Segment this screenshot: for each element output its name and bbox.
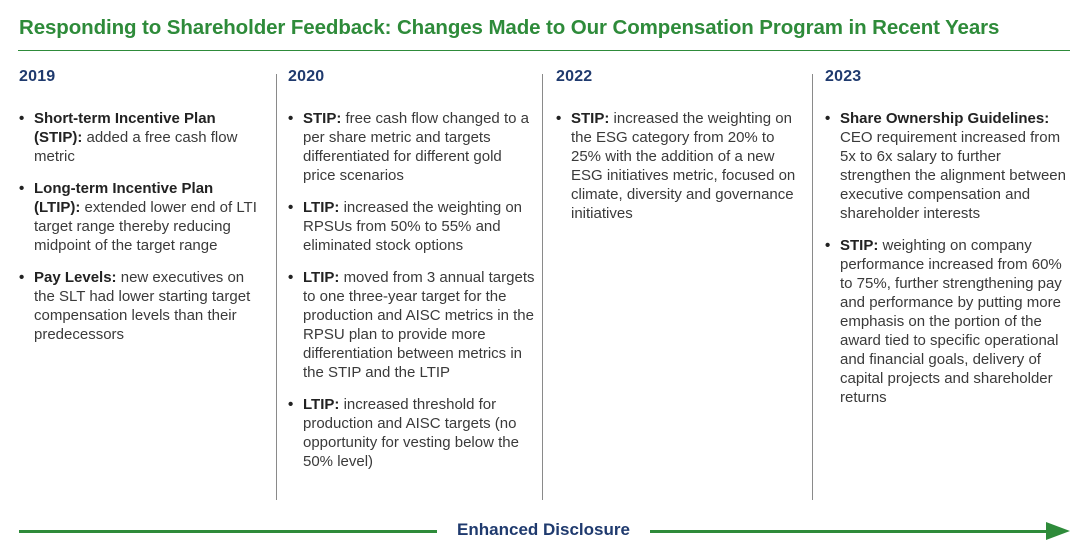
- column-2019: 2019 • Short-term Incentive Plan (STIP): …: [19, 68, 257, 357]
- item-text: added a free cash flow metric: [34, 129, 238, 165]
- year-heading: 2020: [288, 68, 325, 85]
- change-list: • Share Ownership Guidelines: CEO require…: [825, 109, 1075, 407]
- year-heading: 2023: [825, 68, 862, 85]
- item-text: increased the weighting on the ESG categ…: [571, 110, 796, 222]
- change-list: • Short-term Incentive Plan (STIP): added…: [19, 109, 257, 344]
- list-item: • STIP: free cash flow changed to a per s…: [288, 109, 536, 185]
- bullet-icon: •: [825, 110, 831, 127]
- list-item: • LTIP: increased threshold for productio…: [288, 395, 536, 471]
- list-item: • Short-term Incentive Plan (STIP): added…: [19, 109, 257, 166]
- bullet-icon: •: [19, 110, 25, 127]
- item-lead: Long-term Incentive Plan (LTIP):: [34, 180, 214, 216]
- list-item: • Pay Levels: new executives on the SLT h…: [19, 268, 257, 344]
- year-heading: 2019: [19, 68, 56, 85]
- column-2023: 2023 • Share Ownership Guidelines: CEO re…: [825, 68, 1075, 420]
- item-text: new executives on the SLT had lower star…: [34, 269, 251, 343]
- arrow-line-left: [19, 530, 437, 533]
- arrow-right-icon: [1046, 522, 1070, 540]
- list-item: • Long-term Incentive Plan (LTIP): extend…: [19, 179, 257, 255]
- bullet-icon: •: [288, 110, 294, 127]
- item-text: increased the weighting on RPSUs from 50…: [303, 199, 523, 254]
- bullet-icon: •: [556, 110, 562, 127]
- item-lead: Share Ownership Guidelines:: [840, 110, 1050, 127]
- item-lead: Pay Levels:: [34, 269, 117, 286]
- list-item: • STIP: weighting on company performance …: [825, 236, 1075, 407]
- list-item: • LTIP: moved from 3 annual targets to on…: [288, 268, 536, 382]
- item-text: extended lower end of LTI target range t…: [34, 199, 257, 254]
- bullet-icon: •: [19, 269, 25, 286]
- item-lead: Short-term Incentive Plan (STIP):: [34, 110, 216, 146]
- page-title: Responding to Shareholder Feedback: Chan…: [19, 16, 1000, 39]
- item-lead: STIP:: [303, 110, 342, 127]
- arrow-line-right: [650, 530, 1048, 533]
- item-lead: LTIP:: [303, 269, 340, 286]
- item-lead: STIP:: [571, 110, 610, 127]
- item-text: free cash flow changed to a per share me…: [303, 110, 529, 184]
- bullet-icon: •: [288, 269, 294, 286]
- column-divider: [276, 74, 277, 500]
- item-lead: STIP:: [840, 237, 879, 254]
- list-item: • LTIP: increased the weighting on RPSUs …: [288, 198, 536, 255]
- item-text: weighting on company performance increas…: [840, 237, 1062, 406]
- column-divider: [542, 74, 543, 500]
- title-divider: [18, 50, 1070, 51]
- change-list: • STIP: increased the weighting on the ES…: [556, 109, 800, 223]
- bullet-icon: •: [19, 180, 25, 197]
- column-divider: [812, 74, 813, 500]
- bullet-icon: •: [288, 199, 294, 216]
- bullet-icon: •: [288, 396, 294, 413]
- list-item: • Share Ownership Guidelines: CEO require…: [825, 109, 1075, 223]
- item-text: moved from 3 annual targets to one three…: [303, 269, 535, 381]
- year-heading: 2022: [556, 68, 593, 85]
- column-2022: 2022 • STIP: increased the weighting on t…: [556, 68, 800, 236]
- item-text: increased threshold for production and A…: [303, 396, 519, 470]
- bullet-icon: •: [825, 237, 831, 254]
- enhanced-disclosure-label: Enhanced Disclosure: [457, 520, 630, 539]
- list-item: • STIP: increased the weighting on the ES…: [556, 109, 800, 223]
- item-lead: LTIP:: [303, 396, 340, 413]
- item-lead: LTIP:: [303, 199, 340, 216]
- item-text: CEO requirement increased from 5x to 6x …: [840, 129, 1066, 222]
- change-list: • STIP: free cash flow changed to a per s…: [288, 109, 536, 471]
- column-2020: 2020 • STIP: free cash flow changed to a …: [288, 68, 536, 484]
